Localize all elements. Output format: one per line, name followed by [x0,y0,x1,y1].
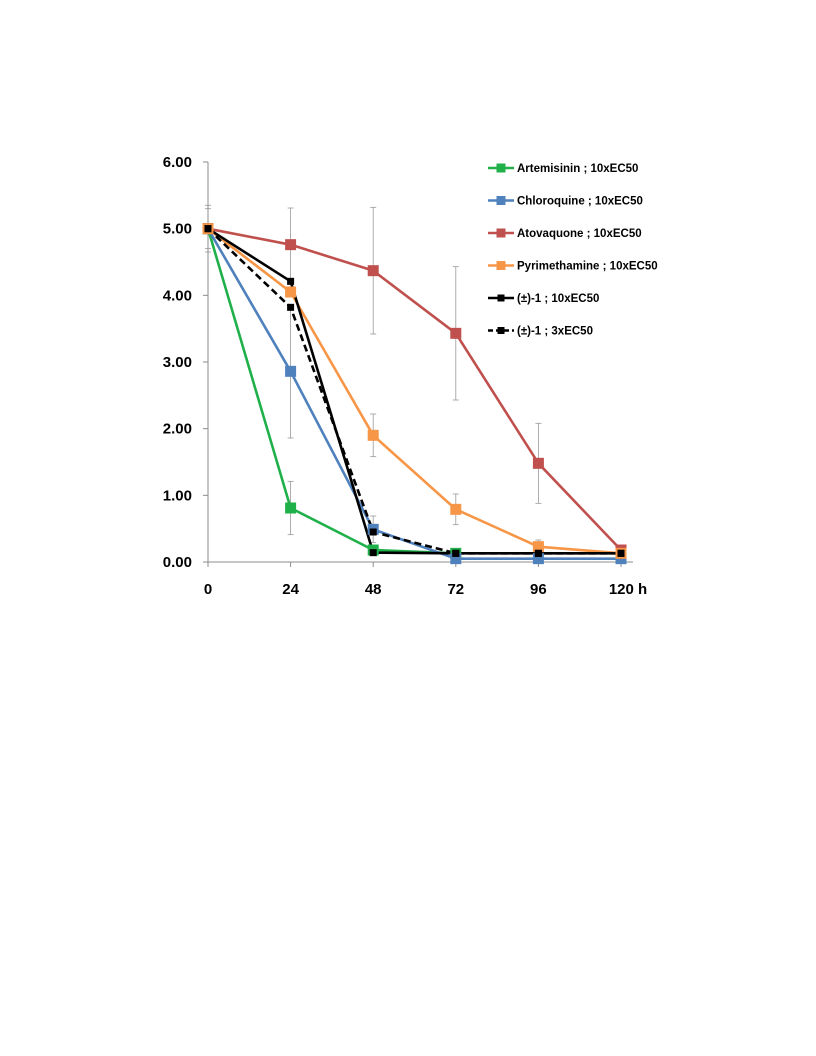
x-tick-label: 96 [530,581,547,598]
y-tick-label: 6.00 [163,154,192,171]
y-tick-label: 1.00 [163,487,192,504]
data-point-marker [287,303,295,311]
series-line [207,227,622,555]
y-tick-label: 4.00 [163,287,192,304]
legend-swatch-marker [496,228,506,238]
chart-axes [203,161,633,567]
data-point-marker [450,327,462,339]
legend-label: Artemisinin ; 10xEC50 [517,163,638,175]
data-point-marker [369,528,377,536]
chart-legend: Artemisinin ; 10xEC50 Chloroquine ; 10xEC… [488,163,658,338]
data-point-marker [534,549,542,557]
series-line [207,227,621,555]
y-tick-label: 0.00 [163,554,192,571]
x-tick-label: 24 [282,581,299,598]
series-line [207,227,621,555]
data-point-marker [285,286,297,298]
series-line [206,228,621,560]
series-line [207,227,622,551]
data-point-marker [285,502,297,514]
series-line [206,228,456,555]
data-point-marker [367,429,379,441]
x-tick-label: 48 [365,581,382,598]
x-tick-label: 120 h [609,581,647,598]
y-tick-label: 2.00 [163,421,192,438]
series-markers [202,223,627,565]
legend-swatch-marker [496,261,506,270]
y-tick-label: 3.00 [163,354,192,371]
data-point-marker [532,553,544,565]
data-point-marker [532,457,544,469]
tick-labels: 0.00 1.00 2.00 3.00 4.00 5.00 6.00 0 24 48 72 96 120… [163,154,647,598]
y-tick-label: 5.00 [163,221,192,238]
legend-label: Atovaquone ; 10xEC50 [517,228,642,240]
data-point-marker [450,503,462,515]
data-point-marker [287,277,295,285]
series-lines [206,227,622,560]
data-point-marker [369,549,377,557]
legend-label: (±)-1 ; 10xEC50 [517,293,599,305]
data-point-marker [450,553,462,565]
legend-swatch-marker [496,196,506,205]
legend-label: Pyrimethamine ; 10xEC50 [517,261,658,273]
data-point-marker [285,365,297,377]
data-point-marker [285,239,297,251]
legend-label: (±)-1 ; 3xEC50 [517,326,593,338]
data-point-marker [204,225,212,233]
x-tick-label: 72 [447,581,464,598]
data-point-marker [452,549,460,557]
legend-swatch-marker [497,294,505,302]
legend-label: Chloroquine ; 10xEC50 [517,196,643,208]
data-point-marker [532,541,544,553]
x-tick-label: 0 [204,581,212,598]
legend-swatch-marker [496,163,506,173]
legend-swatch-marker [497,327,505,334]
data-point-marker [617,549,625,557]
data-point-marker [367,265,379,277]
